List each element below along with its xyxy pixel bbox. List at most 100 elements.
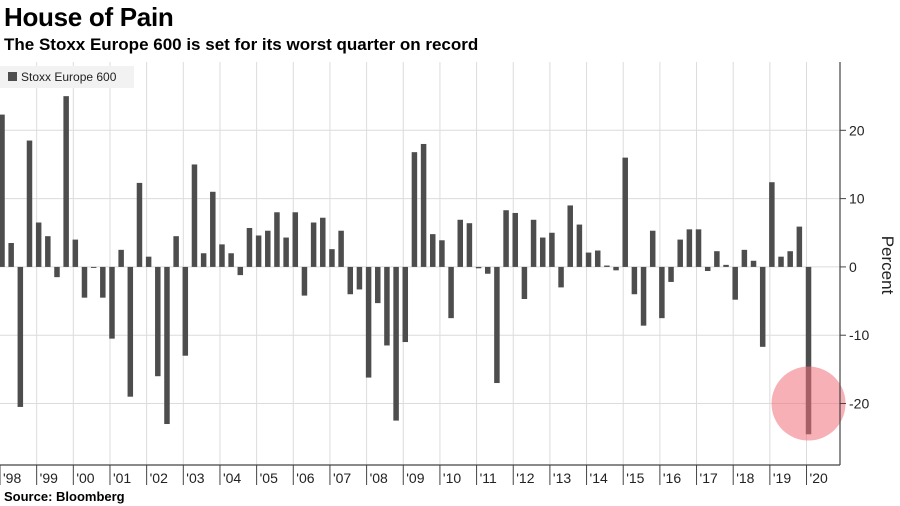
bar — [567, 205, 573, 267]
annotation-layer — [771, 366, 846, 441]
bar — [787, 251, 793, 267]
bar — [549, 232, 555, 267]
x-tick-label: '19 — [773, 470, 791, 486]
x-tick-label: '04 — [223, 470, 241, 486]
bar — [769, 182, 775, 267]
bar — [677, 239, 683, 267]
x-tick-label: '20 — [810, 470, 828, 486]
y-tick-label: -20 — [849, 396, 869, 412]
bar — [723, 264, 729, 267]
axes — [0, 62, 841, 466]
bar — [714, 251, 720, 267]
gridlines — [0, 62, 840, 465]
bar — [530, 219, 537, 267]
bar — [494, 266, 500, 384]
y-tick-label: 0 — [849, 259, 857, 275]
x-tick-label: '05 — [260, 470, 278, 486]
bar — [695, 229, 702, 267]
chart-subtitle: The Stoxx Europe 600 is set for its wors… — [4, 35, 479, 54]
bar — [81, 266, 88, 298]
bar — [191, 164, 198, 267]
bar — [90, 266, 97, 268]
bar — [301, 266, 308, 296]
bar — [503, 210, 509, 267]
x-tick-label: '10 — [443, 470, 461, 486]
bar — [109, 266, 115, 339]
bar — [136, 182, 143, 267]
bar — [219, 244, 225, 267]
bar — [539, 237, 546, 267]
x-tick-label: '06 — [296, 470, 314, 486]
x-tick-label: '18 — [736, 470, 754, 486]
x-tick-label: '13 — [553, 470, 571, 486]
bar — [54, 266, 60, 278]
source-note: Source: Bloomberg — [4, 489, 125, 504]
bar — [365, 266, 372, 378]
bar — [100, 266, 106, 298]
bar — [265, 230, 271, 267]
bar — [475, 266, 482, 269]
bar — [622, 157, 628, 267]
x-tick-label: '15 — [626, 470, 644, 486]
x-tick-label: '03 — [186, 470, 204, 486]
y-tick-label: -10 — [849, 327, 869, 343]
bar — [466, 223, 473, 267]
bar — [741, 249, 748, 267]
x-tick-label: '98 — [3, 470, 21, 486]
bar — [750, 260, 757, 267]
bar — [35, 222, 42, 267]
bar — [228, 253, 234, 267]
bar — [384, 266, 390, 346]
bar — [200, 253, 207, 267]
bar — [145, 256, 152, 267]
bar — [329, 249, 335, 267]
x-tick-label: '08 — [370, 470, 388, 486]
bar — [26, 140, 33, 267]
bar — [8, 243, 14, 267]
bar — [778, 256, 784, 267]
bar — [604, 265, 610, 267]
x-tick-label: '00 — [76, 470, 94, 486]
bar — [448, 266, 454, 319]
x-tick-label: '01 — [113, 470, 131, 486]
bar — [576, 224, 583, 267]
bar — [521, 266, 528, 300]
bar — [17, 266, 24, 407]
bar — [347, 266, 354, 295]
bar — [375, 266, 381, 304]
bar — [63, 96, 69, 267]
y-tick-label: 20 — [849, 122, 865, 138]
bar — [585, 252, 592, 267]
bar — [338, 230, 344, 267]
bar — [72, 239, 79, 267]
chart-title: House of Pain — [4, 2, 174, 32]
bar — [759, 266, 766, 347]
bar — [356, 266, 363, 290]
x-tick-label: '99 — [40, 470, 58, 486]
bar — [512, 212, 518, 267]
bar — [484, 266, 491, 274]
highlight-circle — [771, 366, 846, 441]
bar — [45, 236, 51, 267]
bar — [649, 230, 656, 267]
legend-label: Stoxx Europe 600 — [21, 70, 117, 84]
bar — [430, 234, 436, 267]
y-tick-label: 10 — [849, 191, 865, 207]
x-tick-label: '07 — [333, 470, 351, 486]
bar — [402, 266, 409, 343]
bar — [127, 266, 134, 397]
bar — [704, 266, 711, 272]
bar — [420, 143, 427, 267]
x-tick-label: '12 — [516, 470, 534, 486]
bar — [320, 217, 326, 267]
x-tick-label: '02 — [150, 470, 168, 486]
x-tick-label: '16 — [663, 470, 681, 486]
bar — [796, 226, 803, 267]
bar — [292, 212, 299, 267]
bar — [310, 222, 317, 267]
x-tick-labels: '98 '99 '00 '01 '02 '03 '04 '05 '06 '07 '08 '09 '10 '… — [0, 465, 828, 486]
bar — [164, 266, 170, 425]
bar — [411, 152, 418, 267]
bar — [255, 235, 262, 267]
